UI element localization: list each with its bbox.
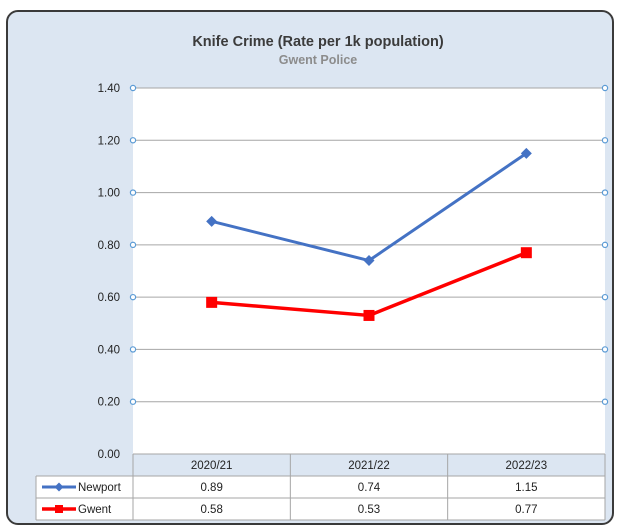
y-tick-label: 0.80: [98, 240, 120, 252]
y-tick-label: 0.60: [98, 292, 120, 304]
chart-subtitle: Gwent Police: [279, 53, 358, 67]
chart-container: Knife Crime (Rate per 1k population) Gwe…: [6, 10, 614, 525]
y-tick-label: 1.40: [98, 83, 120, 95]
table-header-bg: [133, 454, 605, 476]
legend-label: Newport: [78, 482, 122, 494]
y-axis-marker: [129, 189, 137, 196]
y-axis-marker-right: [601, 137, 609, 144]
y-tick-label: 0.40: [98, 344, 120, 356]
y-axis-marker-right: [601, 241, 609, 249]
y-tick-label: 1.20: [98, 135, 120, 147]
y-axis-marker: [129, 293, 137, 301]
legend-marker-square: [55, 505, 63, 513]
y-axis-marker: [129, 84, 137, 92]
y-axis-marker: [129, 241, 137, 249]
data-table: 2020/21 2021/22 2022/23 Newport 0.89 0.74 1.15…: [35, 453, 606, 521]
legend-label: Gwent: [78, 504, 112, 516]
y-axis-marker: [129, 346, 137, 353]
y-axis-marker-right: [601, 189, 609, 196]
y-tick-label: 0.20: [98, 397, 120, 409]
y-axis-marker-right: [601, 398, 609, 405]
series-group: [206, 147, 532, 321]
legend-marker-diamond: [54, 482, 64, 492]
line-chart: Knife Crime (Rate per 1k population) Gwe…: [35, 34, 609, 521]
data-point-newport: [520, 147, 532, 159]
category-label: 2022/23: [506, 460, 548, 472]
y-axis-marker-right: [601, 84, 609, 92]
table-value: 0.77: [515, 504, 537, 516]
chart-title: Knife Crime (Rate per 1k population): [192, 34, 444, 50]
y-axis-marker-right: [601, 293, 609, 301]
category-label: 2021/22: [348, 460, 390, 472]
table-value: 0.89: [200, 482, 222, 494]
y-tick-label: 1.00: [98, 188, 120, 200]
data-point-gwent: [363, 309, 375, 321]
table-value: 1.15: [515, 482, 537, 494]
data-point-gwent: [520, 247, 532, 259]
data-point-newport: [206, 215, 218, 227]
table-value: 0.74: [358, 482, 381, 494]
y-axis: 0.00 0.20 0.40 0.60 0.80 1.00 1.20 1.40: [98, 83, 609, 461]
category-label: 2020/21: [191, 460, 233, 472]
y-axis-marker: [129, 398, 137, 405]
table-value: 0.53: [358, 504, 380, 516]
y-tick-label: 0.00: [98, 449, 120, 461]
y-axis-marker: [129, 137, 137, 144]
table-value: 0.58: [200, 504, 222, 516]
data-point-gwent: [206, 296, 218, 308]
plot-area: [133, 88, 605, 454]
y-axis-marker-right: [601, 346, 609, 353]
